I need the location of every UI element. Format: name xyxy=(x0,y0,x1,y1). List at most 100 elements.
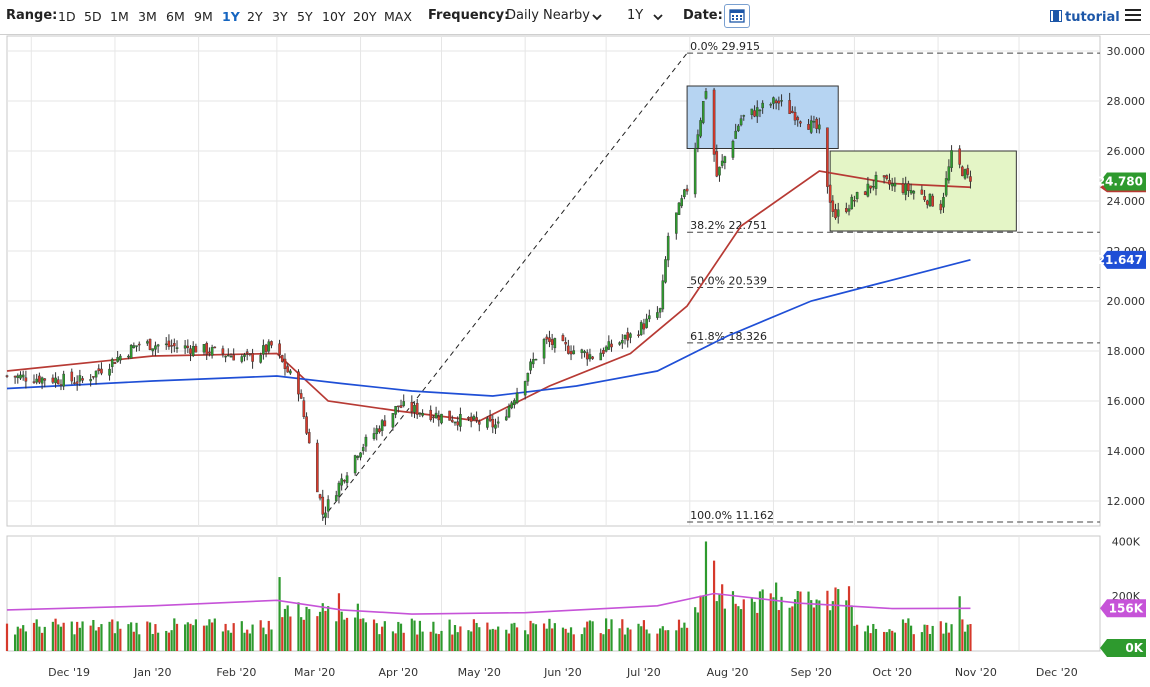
candle-body xyxy=(561,335,565,342)
volume-bar xyxy=(702,596,705,651)
volume-bar xyxy=(715,601,718,651)
volume-bar xyxy=(572,634,575,651)
range-3m[interactable]: 3M xyxy=(138,9,157,24)
range-5d[interactable]: 5D xyxy=(84,9,102,24)
volume-bar xyxy=(885,632,888,651)
candle-body xyxy=(24,377,28,382)
last-price-badge xyxy=(1100,172,1146,191)
range-boxes xyxy=(686,85,1017,232)
candle-body xyxy=(316,442,319,493)
volume-bar xyxy=(761,589,764,651)
volume-bar xyxy=(694,607,697,651)
candle-body xyxy=(610,343,613,348)
range-9m[interactable]: 9M xyxy=(194,9,213,24)
volume-bar xyxy=(116,621,119,651)
candle-body xyxy=(191,346,195,356)
volume-bar xyxy=(229,632,233,651)
volume-bar xyxy=(89,625,92,651)
candle-body xyxy=(283,358,287,369)
volume-bar xyxy=(410,618,413,651)
candle-body xyxy=(70,371,74,382)
candle-body xyxy=(167,340,171,347)
volume-bar xyxy=(907,618,910,651)
volume-bar xyxy=(278,577,281,651)
candle-body xyxy=(164,343,168,346)
chevron-down-icon[interactable] xyxy=(653,12,663,22)
volume-bar xyxy=(602,634,605,651)
candle-body xyxy=(683,189,686,198)
volume-bar xyxy=(453,625,457,651)
candle-body xyxy=(866,183,870,197)
candle-body xyxy=(189,348,192,354)
volume-bar xyxy=(607,629,610,651)
chevron-down-icon[interactable] xyxy=(592,12,602,22)
volume-bar xyxy=(35,619,38,651)
volume-zero-label: 0K xyxy=(1125,641,1143,655)
candle-body xyxy=(507,406,511,418)
range-1m[interactable]: 1M xyxy=(110,9,129,24)
volume-bar xyxy=(316,616,319,651)
volume-bar xyxy=(791,606,794,651)
range-20y[interactable]: 20Y xyxy=(353,9,377,24)
volume-bar xyxy=(76,621,79,651)
candle-body xyxy=(51,377,55,383)
volume-bar xyxy=(40,632,44,651)
time-tick-label: Feb '20 xyxy=(216,666,256,679)
volume-bar xyxy=(205,625,208,651)
candle-body xyxy=(553,338,557,349)
candle-body xyxy=(289,370,292,374)
volume-bar xyxy=(138,634,141,651)
volume-bar xyxy=(399,623,403,651)
volume-bar xyxy=(864,631,867,651)
volume-bar xyxy=(413,620,416,651)
tutorial-link[interactable]: tutorial xyxy=(1050,10,1120,25)
volume-bar xyxy=(59,626,63,651)
volume-bar xyxy=(901,619,905,651)
range-10y[interactable]: 10Y xyxy=(322,9,346,24)
range-6m[interactable]: 6M xyxy=(166,9,185,24)
candle-body xyxy=(397,405,400,408)
candle-body xyxy=(809,120,813,133)
volume-bar xyxy=(869,633,872,651)
price-tick-label: 20.000 xyxy=(1107,295,1146,308)
range-max[interactable]: MAX xyxy=(384,9,412,24)
period-select[interactable]: 1Y xyxy=(627,8,644,23)
volume-bar xyxy=(437,634,440,651)
volume-bar xyxy=(394,633,397,651)
volume-bar xyxy=(364,622,368,651)
volume-bar xyxy=(926,624,929,651)
menu-icon[interactable] xyxy=(1125,9,1141,23)
candle-body xyxy=(299,393,303,399)
volume-bar xyxy=(583,627,586,651)
range-5y[interactable]: 5Y xyxy=(297,9,313,24)
volume-bar xyxy=(148,622,152,651)
volume-bar xyxy=(416,634,419,651)
range-2y[interactable]: 2Y xyxy=(247,9,263,24)
volume-bar xyxy=(356,603,359,651)
volume-bar xyxy=(397,621,400,651)
volume-bar xyxy=(712,560,716,651)
volume-bar xyxy=(16,626,19,651)
range-box xyxy=(829,150,1017,232)
volume-bar xyxy=(640,626,643,651)
calendar-button[interactable] xyxy=(724,4,750,28)
volume-panel xyxy=(6,535,1101,652)
volume-bar xyxy=(22,625,25,651)
range-3y[interactable]: 3Y xyxy=(272,9,288,24)
volume-bar xyxy=(486,622,489,651)
frequency-select[interactable]: Daily Nearby xyxy=(506,8,591,23)
range-1d[interactable]: 1D xyxy=(58,9,76,24)
candle-body xyxy=(788,100,791,114)
candle-body xyxy=(267,341,271,352)
volume-tick-label: 400K xyxy=(1112,535,1141,548)
volume-bar xyxy=(845,600,848,651)
candle-body xyxy=(73,382,76,384)
volume-bar xyxy=(345,617,349,651)
candle-body xyxy=(402,401,406,406)
volume-bar xyxy=(251,624,254,651)
volume-bar xyxy=(739,609,743,651)
range-1y[interactable]: 1Y xyxy=(222,9,240,24)
candle-body xyxy=(399,405,403,408)
candle-body xyxy=(580,349,584,353)
